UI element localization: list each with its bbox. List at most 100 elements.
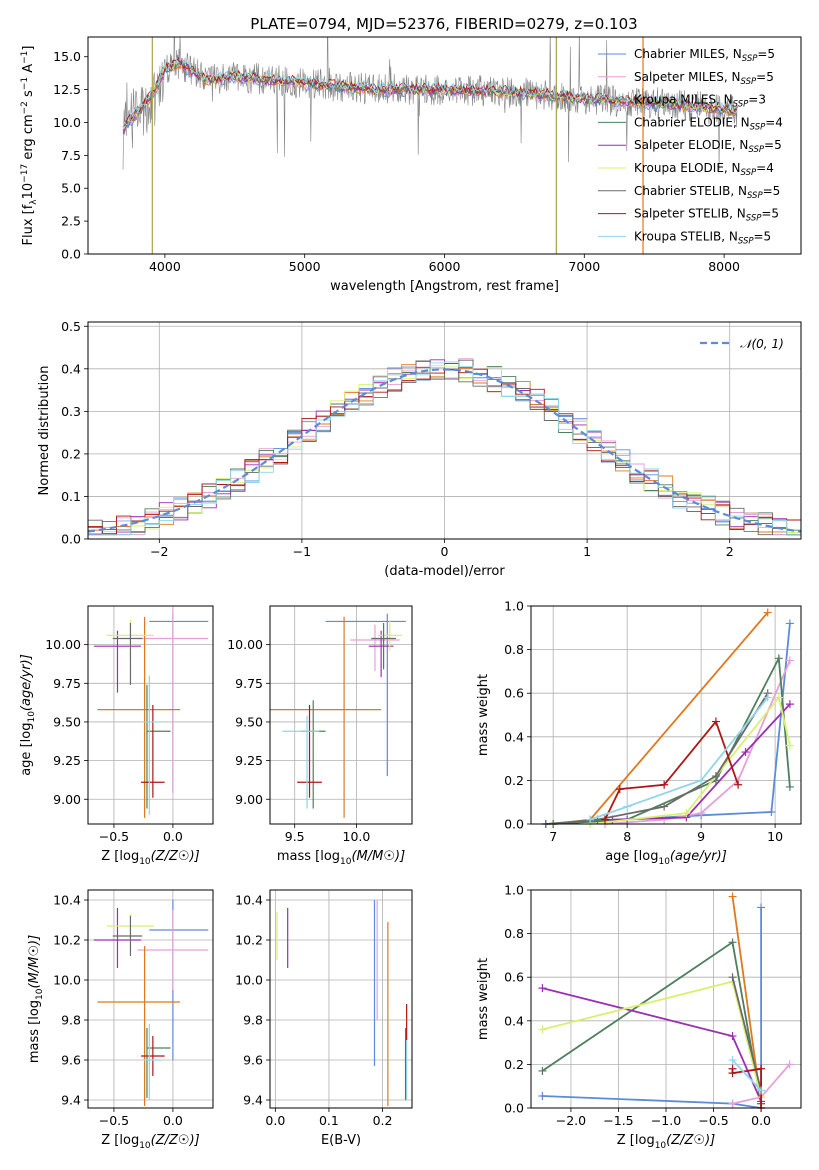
axes-frame — [269, 889, 413, 1109]
marker-salpeter-stelib — [757, 1064, 766, 1073]
y-axis-label: mass weight — [476, 674, 491, 756]
marker-salpeter-miles — [785, 656, 794, 665]
marker-kroupa-stelib — [586, 815, 595, 824]
y-tick-label: 10.4 — [53, 893, 81, 908]
x-tick-label: 9.5 — [285, 829, 305, 844]
x-axis-label: Z [log10(Z/Z☉)] — [101, 849, 199, 867]
marker-chabrier-miles — [767, 808, 776, 817]
y-tick-label: 10.0 — [235, 973, 263, 988]
marker-salpeter-stelib — [660, 780, 669, 789]
x-axis-label: age [log10(age/yr)] — [605, 849, 727, 867]
y-tick-label: 9.25 — [235, 753, 263, 768]
y-tick-label: 9.00 — [53, 792, 81, 807]
marker-salpeter-miles — [660, 815, 669, 824]
axes-frame — [269, 605, 413, 825]
x-axis-label: mass [log10(M/M☉)] — [277, 849, 405, 867]
y-tick-label: 7.5 — [61, 148, 81, 163]
axes-frame — [87, 889, 214, 1109]
axes-frame — [87, 605, 214, 825]
marker-kroupa-stelib — [623, 802, 632, 811]
y-tick-label: 0.0 — [504, 817, 524, 832]
marker-kroupa-stelib — [728, 1056, 737, 1065]
legend-label-chabrier-miles: Chabrier MILES, NSSP=5 — [634, 47, 775, 64]
marker-kroupa-stelib — [697, 776, 706, 785]
legend-label-kroupa-miles: Kroupa MILES, NSSP=3 — [634, 93, 766, 110]
y-tick-label: 1.0 — [504, 883, 524, 898]
x-tick-label: 0.0 — [163, 1113, 183, 1128]
legend-label-salpeter-elodie: Salpeter ELODIE, NSSP=5 — [634, 138, 782, 155]
marker-salpeter-stelib — [734, 780, 743, 789]
y-axis-label: age [log10(age/yr)] — [19, 654, 37, 776]
legend-label-salpeter-stelib: Salpeter STELIB, NSSP=5 — [634, 207, 779, 224]
residual-hist-salpeter-stelib — [88, 368, 801, 535]
spectrum-panel: 4000 5000 6000 7000 8000 0.0 2.5 5.0 7.5 10.0 12.5… — [20, 36, 802, 294]
x-tick-label: 7 — [549, 829, 557, 844]
panel-massweight_vs_Z: −2.0 −1.5 −1.0 −0.5 0.0 0.0 0.2 0.4 0.6 0.8 1.0 Z [… — [476, 883, 802, 1151]
y-tick-label: 12.5 — [53, 82, 81, 97]
y-tick-label: 10.0 — [53, 115, 81, 130]
x-tick-label: −0.5 — [99, 1113, 129, 1128]
x-tick-label: −2.0 — [556, 1113, 586, 1128]
x-tick-label: −2 — [150, 544, 168, 559]
figure-title: PLATE=0794, MJD=52376, FIBERID=0279, z=0… — [250, 15, 637, 33]
y-axis-label: mass weight — [476, 958, 491, 1040]
y-tick-label: 9.75 — [235, 676, 263, 691]
residual-histograms — [88, 358, 801, 536]
y-tick-label: 0.2 — [504, 773, 524, 788]
panel-mass_vs_EBV: 0.0 0.1 0.2 9.4 9.6 9.8 10.0 10.2 10.4 E(B-V) — [235, 889, 413, 1148]
x-tick-label: 8 — [623, 829, 631, 844]
marker-kroupa-stelib — [763, 693, 772, 702]
marker-kroupa-elodie — [538, 1025, 547, 1034]
y-tick-label: 9.00 — [235, 792, 263, 807]
marker-kroupa-elodie — [682, 809, 691, 818]
y-tick-label: 0.6 — [504, 970, 524, 985]
model-spectrum-kroupa-stelib — [122, 59, 738, 129]
y-tick-label: 0.2 — [61, 446, 81, 461]
axes-frame — [530, 889, 802, 1109]
residuals-panel: −2 −1 0 1 2 0.0 0.1 0.2 0.3 0.4 0.5 (data-model)/er… — [37, 319, 802, 579]
errorbars-age_vs_Z — [93, 607, 209, 818]
observed-spectrum — [122, 37, 739, 171]
marker-salpeter-stelib — [600, 815, 609, 824]
marker-salpeter-miles — [728, 1099, 737, 1108]
x-tick-label: 10 — [767, 829, 783, 844]
marker-salpeter-stelib — [711, 717, 720, 726]
marker-chabrier-elodie — [538, 1066, 547, 1075]
marker-chabrier-miles — [538, 1092, 547, 1101]
series-kroupa-elodie — [590, 695, 791, 825]
marker-salpeter-elodie — [785, 700, 794, 709]
marker-chabrier-elodie — [774, 654, 783, 663]
axes-frame — [87, 36, 802, 255]
marker-salpeter-elodie — [538, 984, 547, 993]
x-tick-label: −1.0 — [651, 1113, 681, 1128]
residual-hist-chabrier-stelib — [88, 359, 801, 536]
y-tick-label: 0.0 — [504, 1101, 524, 1116]
marker-salpeter-miles — [697, 809, 706, 818]
y-tick-label: 15.0 — [53, 49, 81, 64]
x-tick-label: −0.5 — [99, 829, 129, 844]
x-axis-label: E(B-V) — [321, 1133, 361, 1148]
x-tick-label: 4000 — [149, 259, 181, 274]
y-tick-label: 9.6 — [243, 1053, 263, 1068]
marker-kroupa-miles — [728, 892, 737, 901]
y-tick-label: 2.5 — [61, 214, 81, 229]
y-tick-label: 9.4 — [61, 1093, 81, 1108]
y-tick-label: 0.3 — [61, 404, 81, 419]
series-kroupa-stelib — [731, 1059, 762, 1092]
y-tick-label: 9.50 — [53, 714, 81, 729]
y-tick-label: 0.0 — [61, 247, 81, 262]
marker-salpeter-elodie — [728, 1032, 737, 1041]
x-tick-label: 9 — [697, 829, 705, 844]
spectrum-lines — [122, 37, 739, 254]
panel-age_vs_mass: 9.5 10.0 9.00 9.25 9.50 9.75 10.00 mass [log10(… — [227, 605, 413, 867]
x-axis-label: Z [log10(Z/Z☉)] — [101, 1133, 199, 1151]
axes-frame — [87, 321, 802, 540]
y-axis-label: Normed distribution — [37, 366, 52, 496]
marker-chabrier-stelib — [660, 802, 669, 811]
y-tick-label: 9.75 — [53, 676, 81, 691]
x-axis-label: (data-model)/error — [384, 564, 505, 579]
x-tick-label: 7000 — [568, 259, 600, 274]
y-tick-label: 0.4 — [504, 1013, 524, 1028]
x-tick-label: −1 — [293, 544, 311, 559]
